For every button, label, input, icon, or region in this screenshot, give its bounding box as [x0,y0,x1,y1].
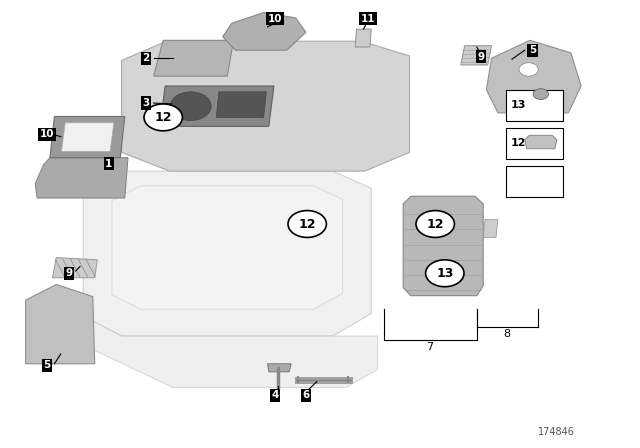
Text: 10: 10 [268,14,282,24]
Text: 5: 5 [529,45,536,55]
Bar [506,166,563,197]
Text: 6: 6 [302,390,310,400]
Text: 7: 7 [426,342,434,352]
Polygon shape [83,316,378,388]
Polygon shape [160,86,274,126]
Text: 9: 9 [477,52,485,62]
Circle shape [519,63,538,76]
Polygon shape [403,196,483,296]
Text: 12: 12 [426,217,444,231]
Circle shape [288,211,326,237]
Circle shape [170,92,211,121]
Text: 12: 12 [298,217,316,231]
Polygon shape [525,135,557,149]
Circle shape [533,89,548,99]
Polygon shape [154,40,234,76]
Polygon shape [223,13,306,50]
Polygon shape [216,92,266,117]
Polygon shape [486,40,581,113]
Polygon shape [26,284,95,364]
Polygon shape [50,116,125,158]
Text: 2: 2 [142,53,150,63]
Polygon shape [461,46,492,65]
Text: 13: 13 [511,100,526,110]
Text: 10: 10 [40,129,54,139]
Bar [506,128,563,159]
Polygon shape [268,364,291,372]
Text: 1: 1 [105,159,113,168]
Polygon shape [122,41,410,171]
Text: 174846: 174846 [538,427,575,437]
Polygon shape [35,158,128,198]
Polygon shape [355,29,371,47]
Text: 12: 12 [511,138,526,148]
Polygon shape [83,171,371,336]
Text: 4: 4 [271,390,279,400]
Text: 13: 13 [436,267,454,280]
Text: 9: 9 [65,268,73,278]
Polygon shape [52,258,97,278]
Text: 5: 5 [43,360,51,370]
Circle shape [144,104,182,131]
Bar [506,90,563,121]
Circle shape [426,260,464,287]
Polygon shape [112,186,342,309]
Text: 11: 11 [361,14,375,24]
Text: 3: 3 [142,98,150,108]
Polygon shape [61,123,114,151]
Circle shape [416,211,454,237]
Polygon shape [483,220,498,237]
Text: 12: 12 [154,111,172,124]
Text: 8: 8 [503,329,511,339]
